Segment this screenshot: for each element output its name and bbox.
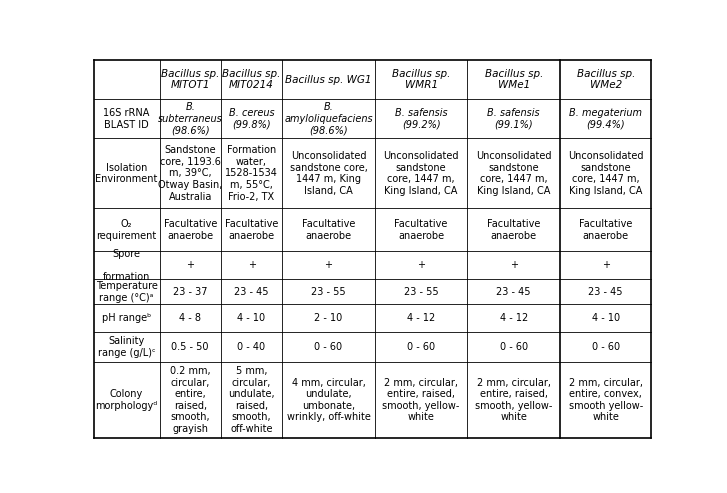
Text: Salinity
range (g/L)ᶜ: Salinity range (g/L)ᶜ bbox=[98, 336, 156, 358]
Text: 23 - 55: 23 - 55 bbox=[403, 287, 438, 297]
Text: 0 - 60: 0 - 60 bbox=[407, 342, 435, 352]
Text: Unconsolidated
sandstone
core, 1447 m,
King Island, CA: Unconsolidated sandstone core, 1447 m, K… bbox=[476, 151, 552, 196]
Text: B.
subterraneus
(98.6%): B. subterraneus (98.6%) bbox=[158, 102, 222, 136]
Text: 23 - 45: 23 - 45 bbox=[497, 287, 531, 297]
Text: 0.5 - 50: 0.5 - 50 bbox=[172, 342, 209, 352]
Text: B. safensis
(99.1%): B. safensis (99.1%) bbox=[487, 108, 540, 130]
Text: Bacillus sp.
WMe1: Bacillus sp. WMe1 bbox=[484, 69, 543, 90]
Text: Colony
morphologyᵈ: Colony morphologyᵈ bbox=[95, 389, 158, 411]
Text: 23 - 37: 23 - 37 bbox=[173, 287, 207, 297]
Text: O₂
requirement: O₂ requirement bbox=[97, 219, 157, 241]
Text: 23 - 45: 23 - 45 bbox=[588, 287, 623, 297]
Text: 0 - 60: 0 - 60 bbox=[499, 342, 528, 352]
Text: Isolation
Environment: Isolation Environment bbox=[95, 163, 158, 184]
Text: B. safensis
(99.2%): B. safensis (99.2%) bbox=[395, 108, 447, 130]
Text: +: + bbox=[324, 260, 332, 270]
Text: 16S rRNA
BLAST ID: 16S rRNA BLAST ID bbox=[103, 108, 150, 130]
Text: Bacillus sp. WG1: Bacillus sp. WG1 bbox=[285, 74, 371, 84]
Text: +: + bbox=[510, 260, 518, 270]
Text: 2 - 10: 2 - 10 bbox=[314, 313, 342, 323]
Text: Facultative
anaerobe: Facultative anaerobe bbox=[225, 219, 278, 241]
Text: Temperature
range (°C)ᵃ: Temperature range (°C)ᵃ bbox=[96, 281, 158, 303]
Text: Facultative
anaerobe: Facultative anaerobe bbox=[164, 219, 217, 241]
Text: 0 - 60: 0 - 60 bbox=[315, 342, 342, 352]
Text: 4 - 10: 4 - 10 bbox=[238, 313, 265, 323]
Text: +: + bbox=[186, 260, 194, 270]
Text: Sandstone
core, 1193.6
m, 39°C,
Otway Basin,
Australia: Sandstone core, 1193.6 m, 39°C, Otway Ba… bbox=[158, 145, 222, 202]
Text: +: + bbox=[602, 260, 610, 270]
Text: 2 mm, circular,
entire, convex,
smooth yellow-
white: 2 mm, circular, entire, convex, smooth y… bbox=[569, 378, 643, 423]
Text: 0.2 mm,
circular,
entire,
raised,
smooth,
grayish: 0.2 mm, circular, entire, raised, smooth… bbox=[170, 366, 211, 434]
Text: 2 mm, circular,
entire, raised,
smooth, yellow-
white: 2 mm, circular, entire, raised, smooth, … bbox=[382, 378, 459, 423]
Text: +: + bbox=[417, 260, 425, 270]
Text: pH rangeᵇ: pH rangeᵇ bbox=[102, 313, 151, 323]
Text: Facultative
anaerobe: Facultative anaerobe bbox=[487, 219, 540, 241]
Text: 4 - 12: 4 - 12 bbox=[407, 313, 435, 323]
Text: Bacillus sp.
WMe2: Bacillus sp. WMe2 bbox=[577, 69, 635, 90]
Text: Facultative
anaerobe: Facultative anaerobe bbox=[395, 219, 448, 241]
Text: 4 - 10: 4 - 10 bbox=[592, 313, 620, 323]
Text: 23 - 55: 23 - 55 bbox=[311, 287, 346, 297]
Text: Bacillus sp.
WMR1: Bacillus sp. WMR1 bbox=[392, 69, 450, 90]
Text: Facultative
anaerobe: Facultative anaerobe bbox=[579, 219, 632, 241]
Text: 4 - 8: 4 - 8 bbox=[179, 313, 201, 323]
Text: 2 mm, circular,
entire, raised,
smooth, yellow-
white: 2 mm, circular, entire, raised, smooth, … bbox=[475, 378, 553, 423]
Text: 0 - 40: 0 - 40 bbox=[238, 342, 265, 352]
Text: B. megaterium
(99.4%): B. megaterium (99.4%) bbox=[569, 108, 642, 130]
Text: 0 - 60: 0 - 60 bbox=[592, 342, 620, 352]
Text: B.
amyloliquefaciens
(98.6%): B. amyloliquefaciens (98.6%) bbox=[284, 102, 373, 136]
Text: Unconsolidated
sandstone core,
1447 m, King
Island, CA: Unconsolidated sandstone core, 1447 m, K… bbox=[289, 151, 367, 196]
Text: +: + bbox=[248, 260, 256, 270]
Text: 4 mm, circular,
undulate,
umbonate,
wrinkly, off-white: 4 mm, circular, undulate, umbonate, wrin… bbox=[286, 378, 371, 423]
Text: Facultative
anaerobe: Facultative anaerobe bbox=[302, 219, 356, 241]
Text: 4 - 12: 4 - 12 bbox=[499, 313, 528, 323]
Text: Formation
water,
1528-1534
m, 55°C,
Frio-2, TX: Formation water, 1528-1534 m, 55°C, Frio… bbox=[225, 145, 278, 202]
Text: Bacillus sp.
MIT0214: Bacillus sp. MIT0214 bbox=[222, 69, 281, 90]
Text: Spore

formation: Spore formation bbox=[103, 248, 150, 282]
Text: Unconsolidated
sandstone
core, 1447 m,
King Island, CA: Unconsolidated sandstone core, 1447 m, K… bbox=[568, 151, 643, 196]
Text: B. cereus
(99.8%): B. cereus (99.8%) bbox=[229, 108, 274, 130]
Text: 23 - 45: 23 - 45 bbox=[234, 287, 269, 297]
Text: Bacillus sp.
MITOT1: Bacillus sp. MITOT1 bbox=[161, 69, 220, 90]
Text: 5 mm,
circular,
undulate,
raised,
smooth,
off-white: 5 mm, circular, undulate, raised, smooth… bbox=[228, 366, 275, 434]
Text: Unconsolidated
sandstone
core, 1447 m,
King Island, CA: Unconsolidated sandstone core, 1447 m, K… bbox=[383, 151, 459, 196]
